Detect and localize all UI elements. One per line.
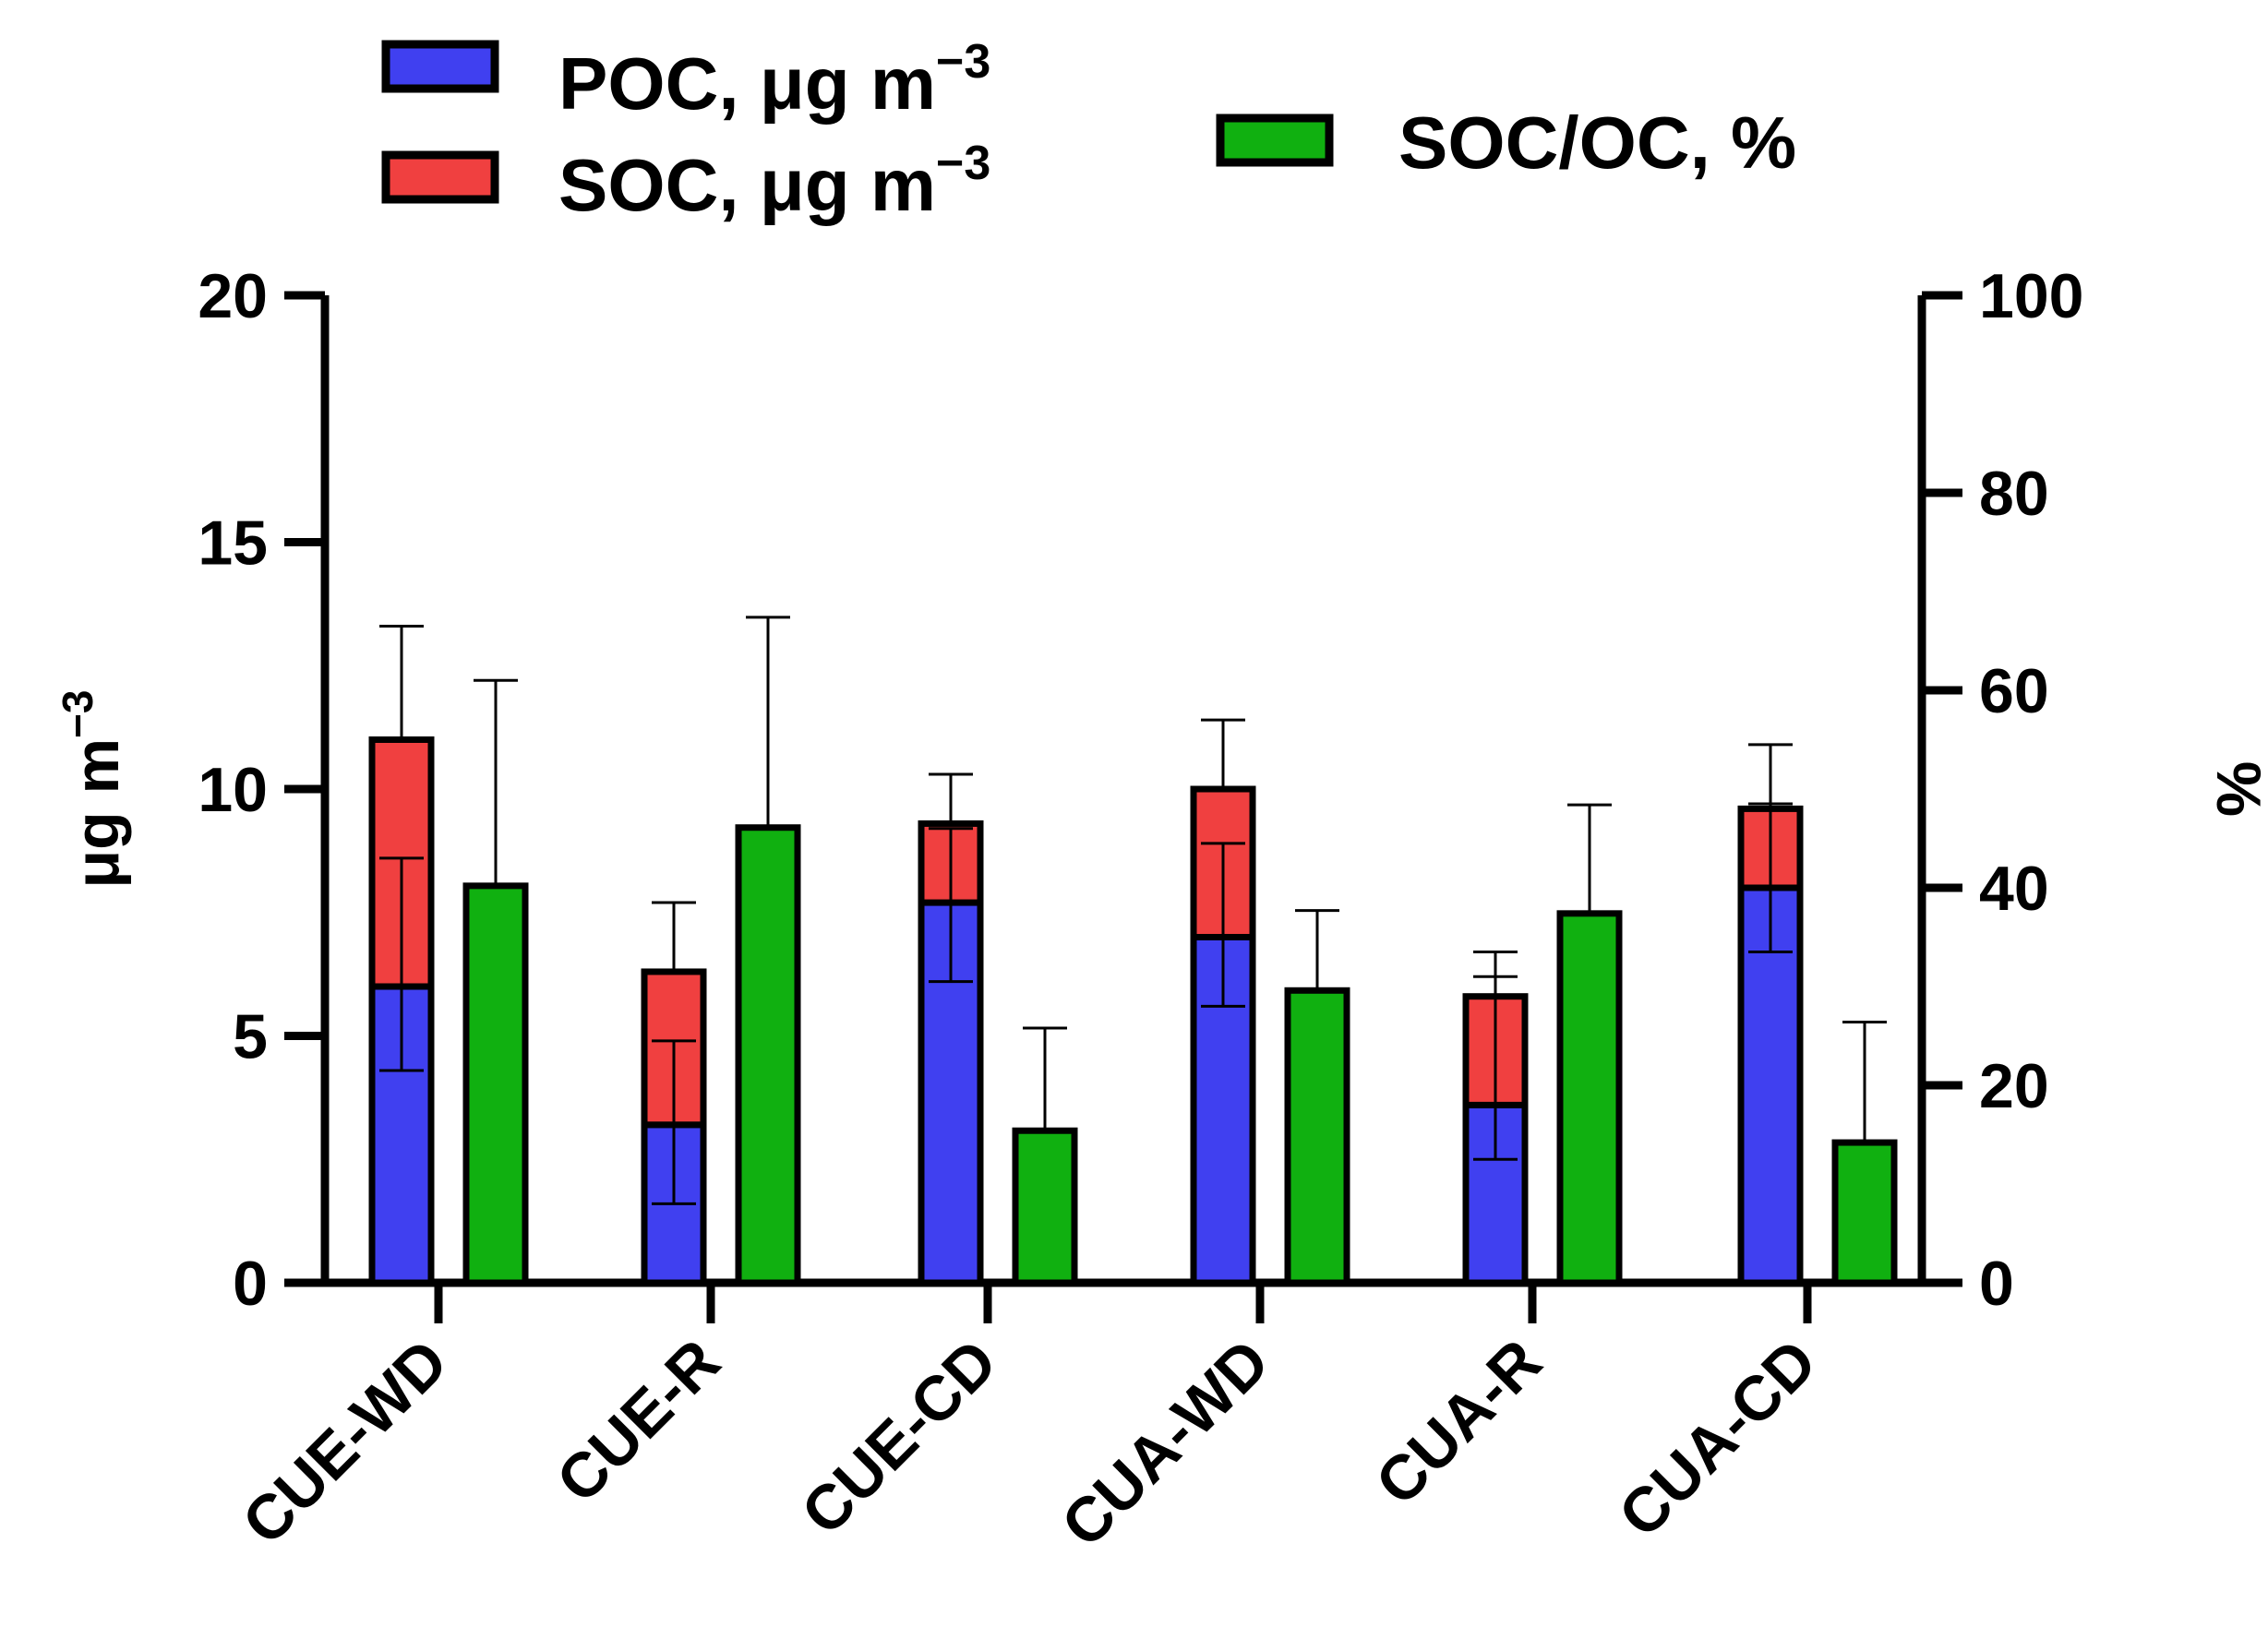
- y-left-axis-title: μg m−3: [54, 690, 132, 889]
- legend-label: SOC/OC, %: [1398, 102, 1796, 184]
- y-right-tick-label: 100: [1979, 261, 2083, 331]
- y-right-tick-label: 80: [1979, 459, 2049, 529]
- x-tick-label: CUA-CD: [1605, 1326, 1830, 1550]
- bar-soc-oc: [1012, 1127, 1078, 1286]
- y-right-tick-label: 20: [1979, 1051, 2049, 1121]
- y-left-tick-label: 20: [198, 261, 268, 331]
- y-left-tick-label: 5: [233, 1002, 268, 1072]
- bar-soc-oc: [1831, 1139, 1898, 1286]
- bar-soc-oc: [735, 824, 801, 1286]
- x-tick-label: CUA-WD: [1049, 1326, 1283, 1561]
- bars: [368, 736, 1898, 1286]
- bar-soc-oc: [1284, 987, 1350, 1286]
- x-tick-label: CUE-CD: [788, 1326, 1011, 1549]
- legend: POC, μg m−3 SOC, μg m−3 SOC/OC, %: [381, 35, 1796, 226]
- legend-swatch: [1216, 114, 1334, 167]
- x-tick-label: CUE-WD: [229, 1326, 461, 1558]
- bar-poc: [1737, 884, 1804, 1286]
- y-left-tick-label: 10: [198, 755, 268, 825]
- y-left-tick-label: 0: [233, 1249, 268, 1319]
- legend-label: POC, μg m−3: [558, 35, 990, 125]
- bar-soc-oc: [462, 882, 529, 1286]
- y-right-tick-label: 0: [1979, 1249, 2014, 1319]
- y-right-tick-label: 60: [1979, 656, 2049, 726]
- y-left-tick-label: 15: [198, 508, 268, 579]
- y-right-tick-label: 40: [1979, 854, 2049, 924]
- bar-soc-oc: [1556, 910, 1623, 1286]
- x-tick-label: CUE-R: [544, 1326, 734, 1516]
- legend-swatch: [381, 150, 499, 204]
- error-bars: [379, 616, 1887, 1205]
- legend-label: SOC, μg m−3: [558, 137, 990, 226]
- y-right-axis-title: %: [2203, 761, 2268, 817]
- x-tick-label: CUA-R: [1362, 1326, 1555, 1519]
- legend-swatch: [381, 40, 499, 93]
